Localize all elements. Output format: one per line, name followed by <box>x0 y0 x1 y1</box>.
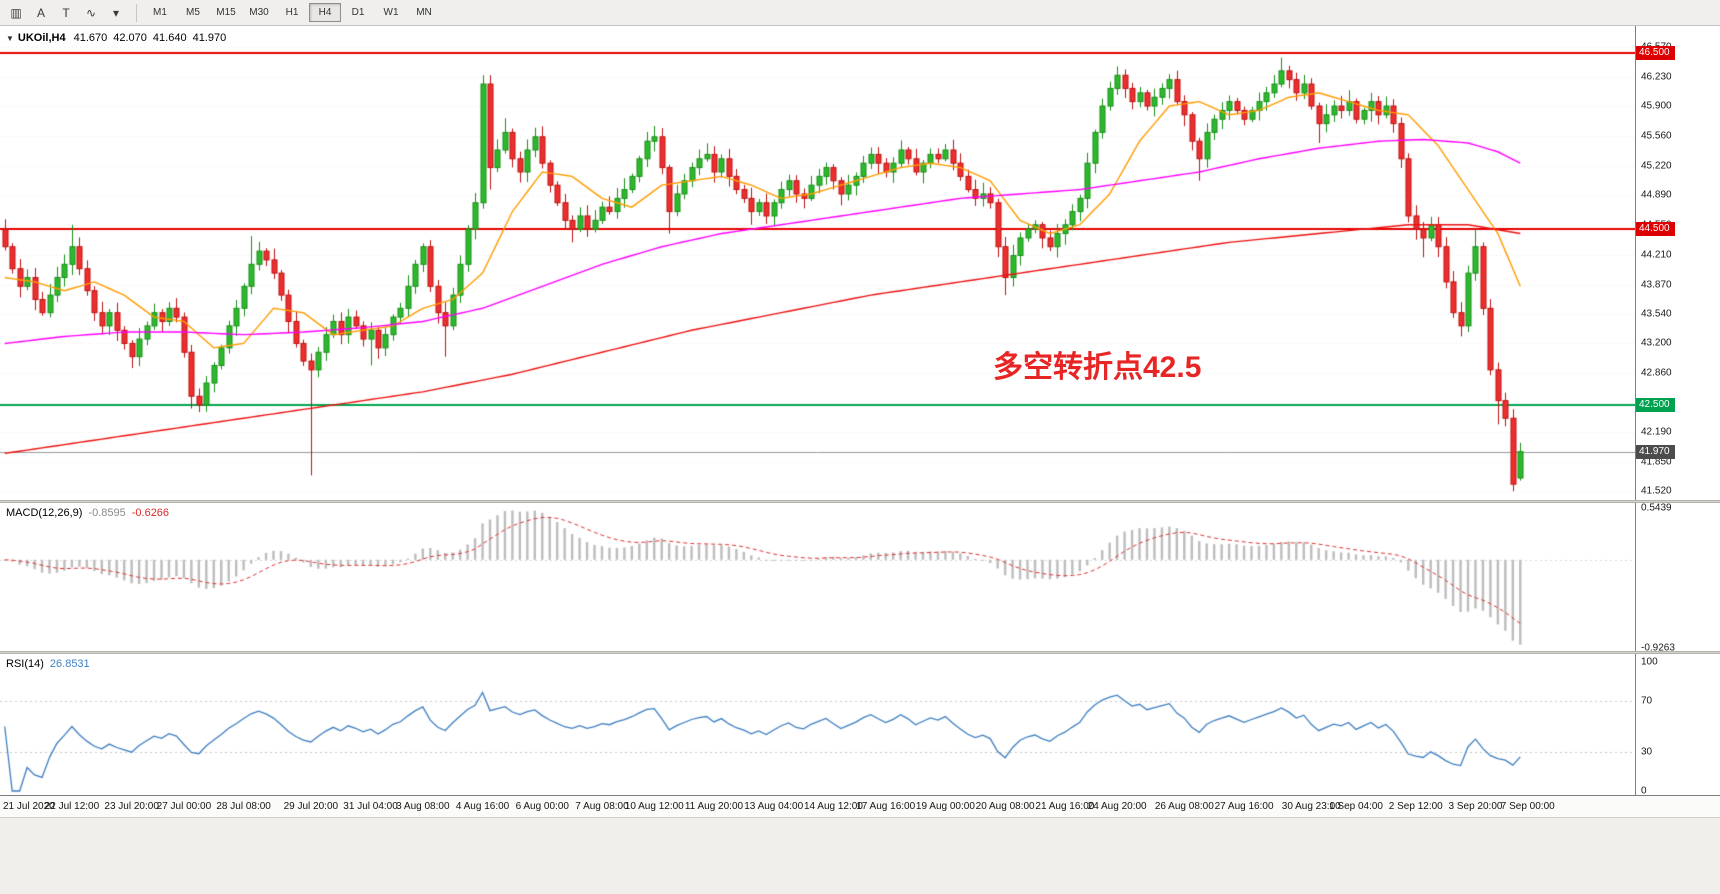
macd-main-value: -0.8595 <box>88 507 126 519</box>
pane-separator[interactable] <box>0 651 1720 654</box>
macd-pane: MACD(12,26,9) -0.8595 -0.6266 0.5439 -0.926… <box>0 502 1720 654</box>
axis-tick-label: 0.5439 <box>1641 502 1672 514</box>
rsi-axis[interactable]: 100 70 30 0 <box>1635 654 1720 797</box>
axis-tick-label: 100 <box>1641 656 1658 668</box>
time-axis-label: 19 Aug 00:00 <box>915 801 975 812</box>
time-axis[interactable]: 21 Jul 2020 22 Jul 12:00 23 Jul 20:00 27 Ju… <box>0 795 1720 817</box>
timeframe-button-mn[interactable]: MN <box>416 7 432 18</box>
rsi-canvas[interactable] <box>0 654 1635 795</box>
time-axis-label: 22 Jul 12:00 <box>44 801 100 812</box>
macd-name: MACD(12,26,9) <box>6 507 83 519</box>
axis-tick-label: 44.890 <box>1641 189 1672 201</box>
timeframe-button-m15[interactable]: M15 <box>216 7 236 18</box>
time-axis-label: 17 Aug 16:00 <box>856 801 916 812</box>
axis-tick-label: 46.230 <box>1641 71 1672 83</box>
time-axis-label: 26 Aug 08:00 <box>1154 801 1214 812</box>
rsi-value: 26.8531 <box>49 658 90 670</box>
cursor-tool-icon[interactable]: A <box>36 5 45 20</box>
pane-separator[interactable] <box>0 500 1720 503</box>
chart-window: ▼ UKOil,H4 41.670 42.070 41.640 41.970 多空转折点4… <box>0 26 1720 894</box>
price-chart-canvas[interactable] <box>0 26 1635 500</box>
time-axis-label: 10 Aug 12:00 <box>624 801 684 812</box>
toolbar: ▥ A T ∿ ▾ M1 M5 M15 M30 H1 H4 D1 W1 MN <box>0 0 1720 26</box>
timeframe-button-w1[interactable]: W1 <box>383 7 399 18</box>
time-axis-label: 4 Aug 16:00 <box>455 801 510 812</box>
timeframe-button-m1[interactable]: M1 <box>153 7 167 18</box>
price-badge-41.970: 41.970 <box>1636 444 1675 459</box>
timeframe-button-m5[interactable]: M5 <box>186 7 200 18</box>
macd-axis[interactable]: 0.5439 -0.9263 <box>1635 502 1720 654</box>
axis-tick-label: 43.200 <box>1641 337 1672 349</box>
axis-tick-label: 30 <box>1641 746 1653 758</box>
time-axis-label: 3 Sep 20:00 <box>1448 801 1503 812</box>
time-axis-label: 7 Sep 00:00 <box>1500 801 1555 812</box>
time-axis-label: 30 Aug 23:00 <box>1281 801 1341 812</box>
axis-tick-label: 41.850 <box>1641 456 1672 468</box>
toolbar-separator <box>136 3 137 22</box>
close-value: 41.970 <box>192 32 227 44</box>
time-axis-label: 21 Aug 16:00 <box>1035 801 1095 812</box>
time-axis-label: 6 Aug 00:00 <box>515 801 569 812</box>
time-axis-label: 21 Jul 2020 <box>3 801 55 812</box>
open-value: 41.670 <box>73 32 108 44</box>
axis-tick-label: 45.900 <box>1641 100 1672 112</box>
chart-header: ▼ UKOil,H4 41.670 42.070 41.640 41.970 <box>6 32 232 44</box>
chart-window-icon[interactable]: ▥ <box>10 5 22 20</box>
price-chart-pane: ▼ UKOil,H4 41.670 42.070 41.640 41.970 多空转折点4… <box>0 26 1720 500</box>
chart-annotation-text[interactable]: 多空转折点42.5 <box>993 351 1202 384</box>
time-axis-label: 11 Aug 20:00 <box>684 801 744 812</box>
time-axis-label: 27 Aug 16:00 <box>1214 801 1274 812</box>
time-axis-label: 27 Jul 00:00 <box>156 801 212 812</box>
rsi-name: RSI(14) <box>6 658 44 670</box>
axis-tick-label: 43.870 <box>1641 279 1672 291</box>
price-axis[interactable]: 46.57046.23045.90045.56045.22044.89044.5… <box>1635 26 1720 500</box>
text-tool-icon[interactable]: T <box>62 5 70 20</box>
indicators-icon[interactable]: ∿ <box>85 5 97 20</box>
time-axis-label: 2 Sep 12:00 <box>1388 801 1443 812</box>
axis-tick-label: 41.520 <box>1641 485 1672 497</box>
axis-tick-label: 43.540 <box>1641 308 1672 320</box>
time-axis-label: 31 Jul 04:00 <box>343 801 398 812</box>
rsi-label: RSI(14) 26.8531 <box>6 658 96 670</box>
timeframe-button-h1[interactable]: H1 <box>285 7 299 18</box>
time-axis-label: 28 Jul 08:00 <box>216 801 271 812</box>
time-axis-label: 14 Aug 12:00 <box>803 801 863 812</box>
macd-label: MACD(12,26,9) -0.8595 -0.6266 <box>6 507 175 519</box>
timeframe-button-d1[interactable]: D1 <box>351 7 365 18</box>
timeframe-buttons: M1 M5 M15 M30 H1 H4 D1 W1 MN <box>144 3 441 22</box>
rsi-pane: RSI(14) 26.8531 100 70 30 0 <box>0 654 1720 797</box>
timeframe-button-h4[interactable]: H4 <box>309 3 341 22</box>
axis-tick-label: 45.220 <box>1641 160 1672 172</box>
symbol-name: UKOil,H4 <box>17 32 66 44</box>
axis-tick-label: 42.860 <box>1641 367 1672 379</box>
axis-tick-label: -0.9263 <box>1641 642 1675 654</box>
toolbar-icons: ▥ A T ∿ ▾ <box>4 2 129 24</box>
time-axis-label: 3 Aug 08:00 <box>396 801 450 812</box>
axis-tick-label: 70 <box>1641 695 1653 707</box>
expand-arrow-icon[interactable]: ▼ <box>6 34 14 43</box>
window-footer <box>0 817 1720 894</box>
macd-canvas[interactable] <box>0 503 1635 651</box>
time-axis-label: 7 Aug 08:00 <box>575 801 629 812</box>
price-badge-44.500: 44.500 <box>1636 222 1675 237</box>
high-value: 42.070 <box>113 32 147 44</box>
time-axis-label: 24 Aug 20:00 <box>1087 801 1147 812</box>
time-axis-label: 23 Jul 20:00 <box>104 801 159 812</box>
time-axis-label: 29 Jul 20:00 <box>283 801 339 812</box>
macd-signal-value: -0.6266 <box>131 507 170 519</box>
axis-tick-label: 45.560 <box>1641 130 1672 142</box>
low-value: 41.640 <box>152 32 187 44</box>
timeframe-button-m30[interactable]: M30 <box>249 7 269 18</box>
time-axis-label: 13 Aug 04:00 <box>744 801 804 812</box>
axis-tick-label: 42.190 <box>1641 426 1672 438</box>
axis-tick-label: 44.210 <box>1641 249 1672 261</box>
price-badge-46.500: 46.500 <box>1636 46 1675 61</box>
time-axis-label: 1 Sep 04:00 <box>1329 801 1383 812</box>
indicators-dropdown-icon[interactable]: ▾ <box>112 5 120 20</box>
axis-tick-label: 0 <box>1641 785 1647 797</box>
price-badge-42.500: 42.500 <box>1636 398 1675 413</box>
time-axis-label: 20 Aug 08:00 <box>975 801 1035 812</box>
